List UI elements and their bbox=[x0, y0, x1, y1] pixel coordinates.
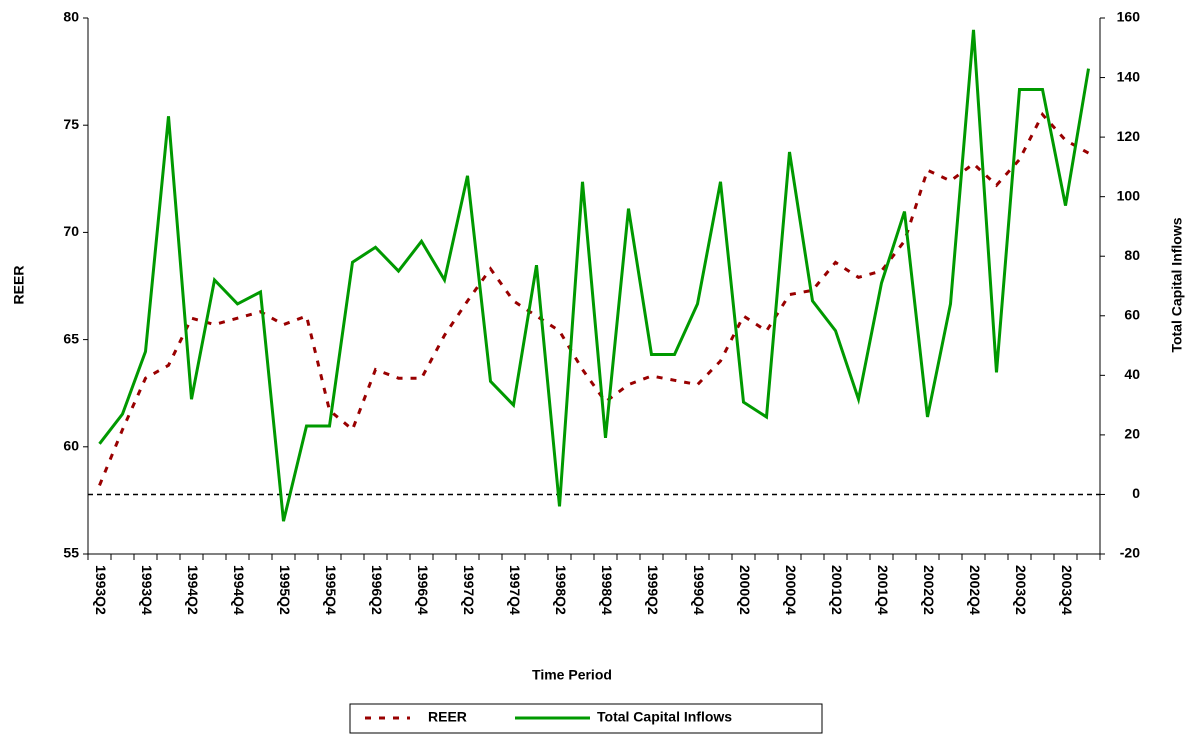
y2-tick-label: 140 bbox=[1117, 68, 1141, 84]
x-tick-label: 1994Q2 bbox=[185, 565, 201, 615]
x-axis-title: Time Period bbox=[532, 667, 612, 683]
y-tick-label: 75 bbox=[63, 116, 79, 132]
y2-tick-label: 40 bbox=[1124, 366, 1140, 382]
y-axis-title: REER bbox=[11, 266, 27, 305]
x-tick-label: 1996Q4 bbox=[415, 565, 431, 615]
y2-tick-label: 160 bbox=[1117, 9, 1141, 25]
x-tick-label: 2000Q2 bbox=[737, 565, 753, 615]
y2-tick-label: -20 bbox=[1120, 545, 1140, 561]
legend-label: Total Capital Inflows bbox=[597, 709, 732, 725]
x-tick-label: 2003Q2 bbox=[1013, 565, 1029, 615]
x-tick-label: 1993Q4 bbox=[139, 565, 155, 615]
x-tick-label: 1999Q2 bbox=[645, 565, 661, 615]
y-tick-label: 60 bbox=[63, 438, 79, 454]
x-tick-label: 2002Q4 bbox=[967, 565, 983, 615]
y2-tick-label: 80 bbox=[1124, 247, 1140, 263]
x-tick-label: 1995Q2 bbox=[277, 565, 293, 615]
y-tick-label: 70 bbox=[63, 223, 79, 239]
y2-tick-label: 60 bbox=[1124, 306, 1140, 322]
x-tick-label: 1997Q2 bbox=[461, 565, 477, 615]
x-tick-label: 1999Q4 bbox=[691, 565, 707, 615]
x-tick-label: 1994Q4 bbox=[231, 565, 247, 615]
y2-tick-label: 100 bbox=[1117, 187, 1141, 203]
y2-tick-label: 120 bbox=[1117, 128, 1141, 144]
y-tick-label: 80 bbox=[63, 9, 79, 25]
x-tick-label: 2001Q4 bbox=[875, 565, 891, 615]
legend-label: REER bbox=[428, 709, 467, 725]
series-line bbox=[98, 111, 1090, 486]
y2-axis-title: Total Capital Inflows bbox=[1169, 217, 1185, 352]
x-tick-label: 2002Q2 bbox=[921, 565, 937, 615]
x-tick-label: 1995Q4 bbox=[323, 565, 339, 615]
x-tick-label: 2000Q4 bbox=[783, 565, 799, 615]
x-tick-label: 2001Q2 bbox=[829, 565, 845, 615]
y-tick-label: 65 bbox=[63, 330, 79, 346]
x-tick-label: 1993Q2 bbox=[93, 565, 109, 615]
y2-tick-label: 0 bbox=[1132, 485, 1140, 501]
x-tick-label: 2003Q4 bbox=[1059, 565, 1075, 615]
x-tick-label: 1997Q4 bbox=[507, 565, 523, 615]
y2-tick-label: 20 bbox=[1124, 426, 1140, 442]
x-tick-label: 1998Q4 bbox=[599, 565, 615, 615]
y-tick-label: 55 bbox=[63, 545, 79, 561]
series-line bbox=[98, 29, 1090, 522]
x-tick-label: 1996Q2 bbox=[369, 565, 385, 615]
x-tick-label: 1998Q2 bbox=[553, 565, 569, 615]
